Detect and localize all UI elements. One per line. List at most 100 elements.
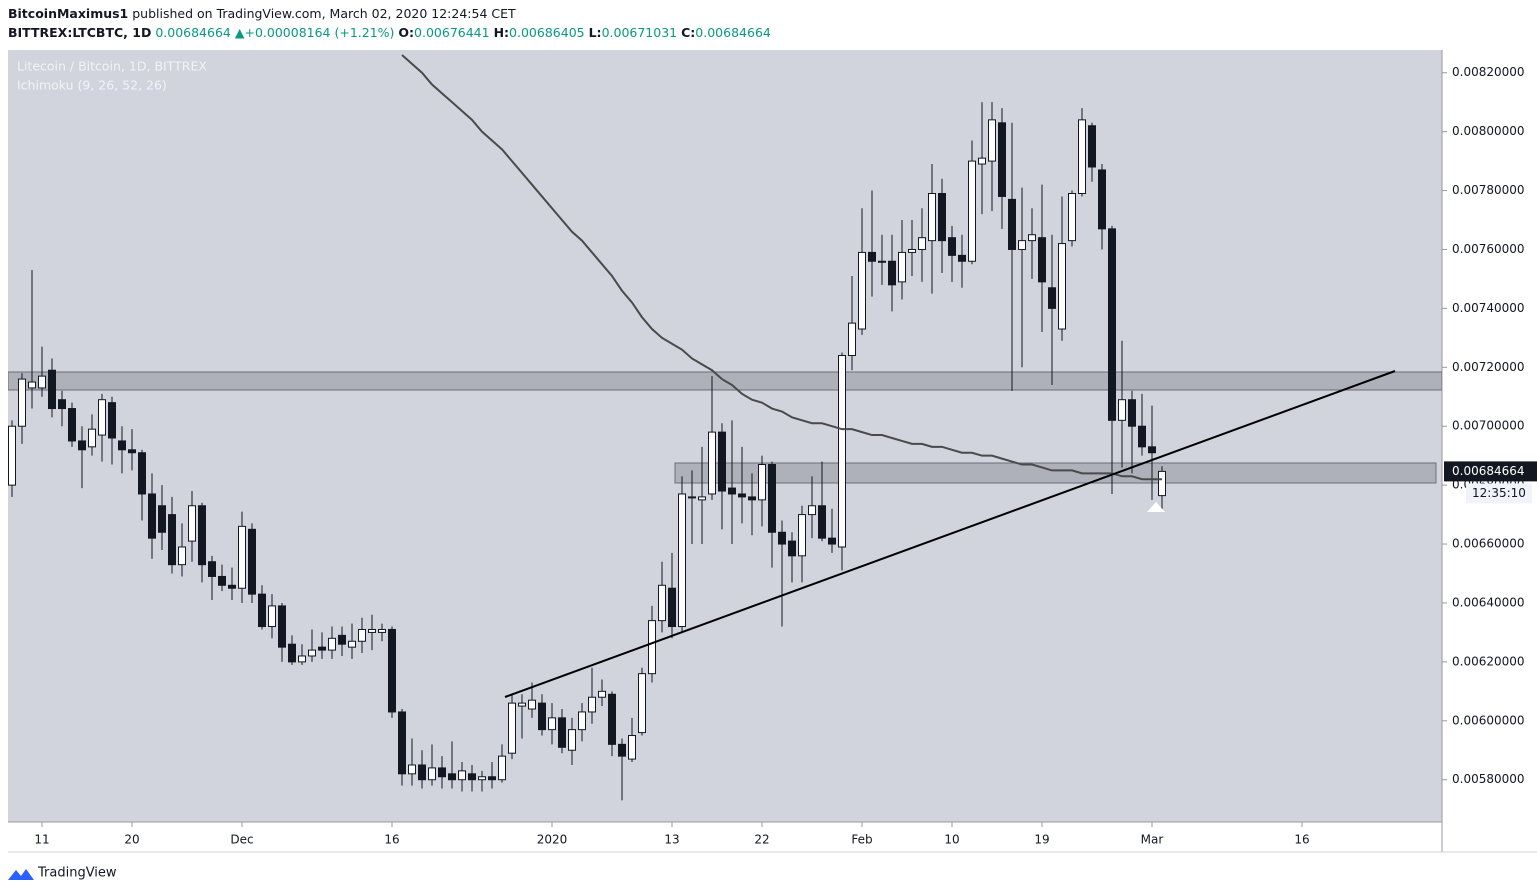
candle-body — [338, 634, 346, 645]
author[interactable]: BitcoinMaximus1 — [8, 6, 128, 21]
x-tick-label: 2020 — [537, 833, 568, 847]
candle-body — [1008, 198, 1016, 250]
candle-body — [318, 646, 326, 651]
candle-body — [768, 464, 776, 533]
ohlc-key: C: — [681, 25, 695, 40]
candle-body — [28, 381, 36, 389]
candle-body — [788, 540, 796, 557]
candle-body — [478, 776, 486, 781]
candle-body — [8, 425, 16, 486]
candle-body — [1048, 287, 1056, 309]
ohlc-key: H: — [494, 25, 509, 40]
candle-body — [218, 575, 226, 586]
candle-body — [598, 690, 606, 698]
candle-body — [388, 628, 396, 713]
byline: BitcoinMaximus1 published on TradingView… — [8, 6, 516, 21]
ohlc-value: 0.00671031 — [602, 25, 678, 40]
candle-body — [578, 711, 586, 731]
x-tick-label: Feb — [851, 833, 872, 847]
candle-body — [168, 514, 176, 566]
candle-body — [468, 773, 476, 781]
candle-body — [758, 464, 766, 501]
candle-body — [458, 770, 466, 781]
x-tick-label: 22 — [754, 833, 769, 847]
candle-body — [1038, 237, 1046, 283]
candle-body — [558, 717, 566, 748]
candle-body — [938, 193, 946, 242]
candle-body — [858, 251, 866, 330]
candle-body — [1148, 446, 1156, 454]
candle-body — [1078, 119, 1086, 195]
ohlc-key: L: — [589, 25, 602, 40]
candle-body — [518, 702, 526, 707]
arrow: ▲ — [235, 25, 245, 40]
indicator-line — [401, 54, 1162, 481]
candle-body — [628, 735, 636, 760]
candle-body — [148, 493, 156, 539]
candle-body — [348, 640, 356, 648]
plot-layer — [8, 54, 1442, 801]
candle-body — [58, 399, 66, 410]
candle-body — [248, 528, 256, 595]
candle-body — [918, 237, 926, 250]
candle-body — [78, 440, 86, 451]
candle-body — [308, 649, 316, 657]
candle-body — [288, 643, 296, 663]
candle-body — [138, 452, 146, 495]
candle-body — [1118, 399, 1126, 421]
candle-body — [158, 505, 166, 533]
candle-body — [398, 711, 406, 775]
candle-body — [278, 605, 286, 648]
candle-body — [118, 440, 126, 451]
candle-body — [968, 160, 976, 262]
candle-body — [618, 743, 626, 757]
candle-body — [208, 561, 216, 577]
candle-body — [538, 702, 546, 731]
byline-text: published on TradingView.com, March 02, … — [132, 6, 516, 21]
candle-body — [738, 493, 746, 498]
logo-shape — [8, 869, 34, 880]
candle-body — [828, 537, 836, 545]
candle-body — [68, 408, 76, 442]
ohlc-value: 0.00686405 — [509, 25, 585, 40]
change: +0.00008164 (+1.21%) — [244, 25, 394, 40]
ohlc-key: O: — [398, 25, 414, 40]
candle-body — [718, 431, 726, 492]
candle-body — [948, 237, 956, 256]
candle-body — [608, 693, 616, 745]
brand[interactable]: TradingView — [37, 866, 117, 881]
candle-body — [358, 628, 366, 642]
candle-body — [868, 251, 876, 262]
countdown: 12:35:10 — [1472, 486, 1526, 500]
candle-body — [1018, 240, 1026, 250]
candle-body — [268, 605, 276, 628]
candle-body — [1028, 234, 1036, 242]
candle-body — [438, 767, 446, 778]
candle-body — [1128, 399, 1136, 427]
last-price-label: 0.00684664 — [1452, 464, 1525, 478]
candle-body — [128, 449, 136, 454]
candle-body — [958, 254, 966, 262]
y-tick-label: 0.00660000 — [1452, 537, 1525, 551]
candle-body — [818, 505, 826, 539]
candle-body — [898, 251, 906, 283]
x-tick-label: 10 — [944, 833, 959, 847]
candle-body — [258, 593, 266, 628]
brand-logo[interactable] — [8, 869, 34, 880]
ohlc-value: 0.00684664 — [695, 25, 771, 40]
candle-body — [878, 260, 886, 263]
y-tick-label: 0.00620000 — [1452, 654, 1525, 668]
candle-body — [1108, 228, 1116, 421]
candle-body — [498, 755, 506, 781]
candle-body — [88, 428, 96, 448]
candle-body — [908, 248, 916, 253]
candle-body — [298, 655, 306, 663]
x-tick-label: 20 — [124, 833, 139, 847]
y-tick-label: 0.00580000 — [1452, 772, 1525, 786]
candle-body — [198, 505, 206, 566]
candle-body — [508, 702, 516, 754]
support-zone — [674, 462, 1437, 484]
candle-body — [778, 531, 786, 545]
candle-body — [688, 496, 696, 499]
x-tick-label: 19 — [1034, 833, 1049, 847]
